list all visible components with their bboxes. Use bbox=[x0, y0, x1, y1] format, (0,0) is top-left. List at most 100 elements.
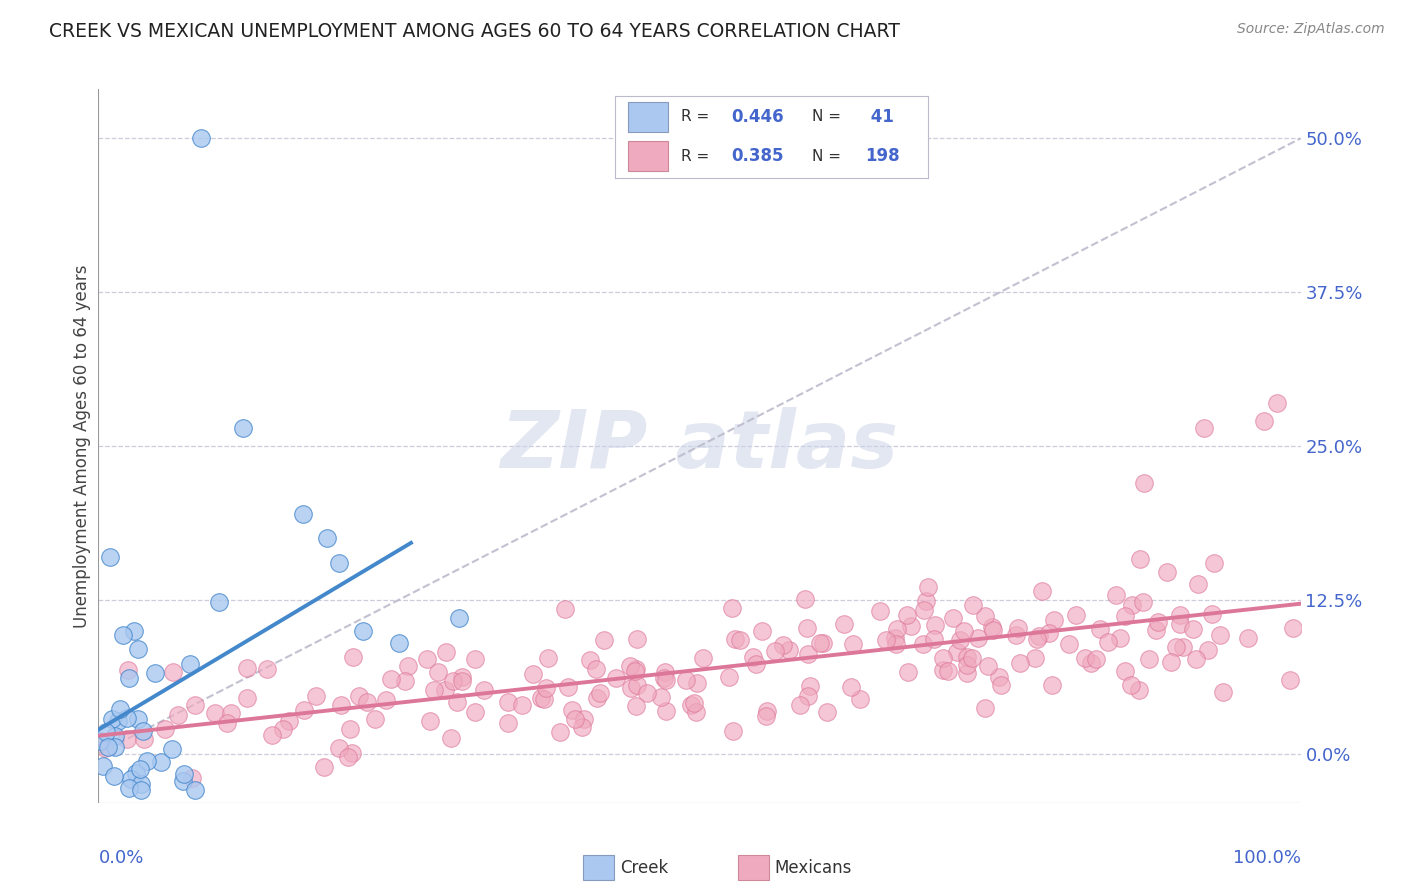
Point bbox=[534, 681, 557, 695]
Point bbox=[236, 690, 259, 705]
Point bbox=[1168, 607, 1191, 622]
Point bbox=[942, 610, 965, 624]
Point bbox=[1194, 420, 1216, 434]
Point bbox=[162, 665, 184, 680]
Text: 100.0%: 100.0% bbox=[1233, 849, 1301, 867]
Point bbox=[1204, 556, 1226, 570]
Point bbox=[987, 670, 1010, 684]
Point bbox=[721, 724, 744, 739]
Point bbox=[1168, 617, 1191, 632]
Point bbox=[1278, 673, 1301, 688]
Point bbox=[184, 783, 207, 797]
Point bbox=[574, 712, 596, 726]
Point bbox=[745, 657, 768, 672]
Point bbox=[990, 678, 1012, 692]
Point bbox=[561, 703, 583, 717]
Point bbox=[132, 723, 155, 738]
Point bbox=[624, 698, 647, 713]
Point bbox=[533, 692, 555, 706]
Point bbox=[143, 665, 166, 680]
Point bbox=[1097, 635, 1119, 649]
Point bbox=[1171, 640, 1194, 654]
Point bbox=[1166, 640, 1188, 654]
Point bbox=[593, 632, 616, 647]
Point bbox=[763, 644, 786, 658]
Point bbox=[974, 609, 997, 624]
Point bbox=[1024, 651, 1046, 665]
Point bbox=[108, 701, 131, 715]
Point bbox=[339, 722, 361, 736]
Point bbox=[652, 671, 675, 685]
Point bbox=[125, 765, 148, 780]
Point bbox=[124, 624, 146, 638]
Point bbox=[328, 740, 350, 755]
Point bbox=[1129, 552, 1152, 566]
Point bbox=[1088, 622, 1111, 636]
Point bbox=[115, 711, 138, 725]
Point bbox=[751, 624, 773, 639]
Point bbox=[922, 632, 945, 646]
Point bbox=[530, 690, 553, 705]
Point bbox=[127, 641, 149, 656]
Point bbox=[655, 704, 678, 718]
Text: 0.446: 0.446 bbox=[731, 108, 783, 126]
Point bbox=[912, 603, 935, 617]
Point bbox=[498, 716, 520, 731]
Point bbox=[184, 698, 207, 713]
Point bbox=[756, 704, 779, 718]
Point bbox=[815, 705, 838, 719]
Point bbox=[1114, 664, 1136, 678]
Point bbox=[342, 649, 364, 664]
Point bbox=[897, 665, 920, 680]
Point bbox=[650, 690, 672, 704]
Point bbox=[1236, 631, 1258, 645]
Point bbox=[204, 706, 226, 720]
Point bbox=[464, 652, 486, 666]
Point bbox=[1128, 683, 1150, 698]
Point bbox=[97, 740, 120, 755]
Point bbox=[172, 774, 194, 789]
Point bbox=[956, 666, 979, 681]
Point bbox=[235, 661, 257, 675]
Point bbox=[434, 683, 457, 698]
Point bbox=[554, 602, 576, 616]
Point bbox=[304, 689, 326, 703]
Point bbox=[451, 674, 474, 689]
Point bbox=[447, 611, 470, 625]
Point bbox=[131, 777, 153, 791]
Point bbox=[654, 665, 676, 679]
Point bbox=[91, 759, 114, 773]
Point bbox=[394, 674, 416, 689]
Point bbox=[655, 673, 678, 687]
Point bbox=[328, 556, 350, 570]
Point bbox=[1007, 620, 1029, 634]
Point bbox=[1084, 651, 1107, 665]
Point bbox=[811, 635, 834, 649]
Point bbox=[1025, 632, 1047, 646]
Point bbox=[585, 662, 607, 676]
Point bbox=[588, 686, 610, 700]
Point bbox=[375, 693, 398, 707]
Point bbox=[1028, 629, 1050, 643]
Point bbox=[557, 680, 579, 694]
Text: 41: 41 bbox=[865, 108, 894, 126]
Point bbox=[981, 620, 1004, 634]
Point bbox=[215, 715, 238, 730]
Point bbox=[153, 723, 176, 737]
Point bbox=[1282, 621, 1305, 635]
Point bbox=[446, 695, 468, 709]
Point bbox=[1208, 627, 1230, 641]
Point bbox=[1187, 576, 1209, 591]
Point bbox=[363, 712, 385, 726]
Point bbox=[472, 683, 495, 698]
Point bbox=[571, 720, 593, 734]
Point bbox=[884, 637, 907, 651]
Point bbox=[173, 767, 195, 781]
Point bbox=[1031, 583, 1053, 598]
Point bbox=[464, 705, 486, 719]
Point bbox=[396, 659, 419, 673]
Point bbox=[167, 708, 190, 723]
Point bbox=[115, 732, 138, 747]
Point bbox=[117, 664, 139, 678]
Point bbox=[160, 742, 183, 756]
